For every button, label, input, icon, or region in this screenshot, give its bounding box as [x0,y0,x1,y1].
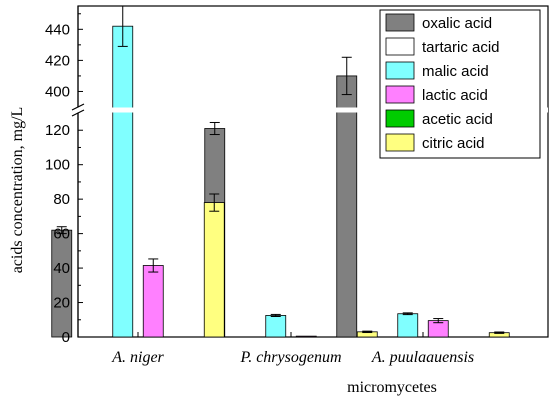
y-tick-label-440: 440 [45,21,70,38]
bar-0-0 [51,229,73,338]
bar-0-2 [336,75,358,338]
x-category-label-2: A. puulaauensis [371,349,474,366]
x-category-label-0: A. niger [111,349,164,366]
legend-swatch-0 [385,13,415,32]
y-tick-label-400: 400 [45,83,70,100]
legend-label-5: citric acid [422,135,485,152]
bar-2-2 [397,313,419,338]
y-tick-label-120: 120 [45,122,70,139]
y-tick-label-60: 60 [53,226,70,243]
legend: oxalic acid tartaric acid malic acid lactic… [379,9,541,159]
axis-break-gap [72,107,548,113]
y-tick-label-100: 100 [45,157,70,174]
legend-swatch-5 [385,133,415,152]
x-category-label-1: P. chrysogenum [239,349,341,366]
y-tick-label-20: 20 [53,295,70,312]
y-tick-label-80: 80 [53,191,70,208]
legend-swatch-4 [385,109,415,128]
legend-label-3: lactic acid [422,87,488,104]
legend-label-0: oxalic acid [422,15,492,32]
bar-2-1 [265,315,287,338]
bar-3-1 [295,335,317,338]
plot-area: 0 20 40 60 80 100 120 400 420 440 A. niger P. chrys… [45,5,549,366]
legend-box [379,9,541,159]
bar-5-0 [203,202,225,338]
legend-label-2: malic acid [422,63,489,80]
x-axis-title: micromycetes [347,379,437,396]
y-axis-title: acids concentration, mg/L [9,107,26,274]
legend-swatch-2 [385,61,415,80]
legend-swatch-3 [385,85,415,104]
legend-label-1: tartaric acid [422,39,500,56]
legend-label-4: acetic acid [422,111,493,128]
y-tick-label-420: 420 [45,52,70,69]
bar-3-0 [142,265,164,338]
bar-2-0 [112,25,134,338]
legend-swatch-1 [385,37,415,56]
y-tick-label-40: 40 [53,260,70,277]
y-tick-label-0: 0 [62,329,70,346]
